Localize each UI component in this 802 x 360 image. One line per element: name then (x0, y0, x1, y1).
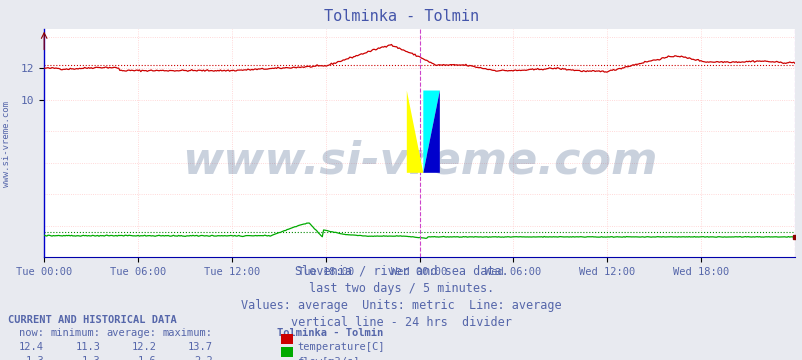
Text: 12.2: 12.2 (132, 342, 156, 352)
Text: vertical line - 24 hrs  divider: vertical line - 24 hrs divider (290, 316, 512, 329)
Text: CURRENT AND HISTORICAL DATA: CURRENT AND HISTORICAL DATA (8, 315, 176, 325)
Polygon shape (423, 90, 439, 173)
Text: 1.3: 1.3 (82, 356, 100, 360)
Text: 2.2: 2.2 (194, 356, 213, 360)
Text: 12.4: 12.4 (19, 342, 44, 352)
Text: maximum:: maximum: (163, 328, 213, 338)
Text: 1.3: 1.3 (26, 356, 44, 360)
Text: temperature[C]: temperature[C] (297, 342, 384, 352)
Text: last two days / 5 minutes.: last two days / 5 minutes. (309, 282, 493, 295)
Text: Slovenia / river and sea data.: Slovenia / river and sea data. (294, 265, 508, 278)
Text: 13.7: 13.7 (188, 342, 213, 352)
Text: average:: average: (107, 328, 156, 338)
Text: 11.3: 11.3 (75, 342, 100, 352)
Text: 1.6: 1.6 (138, 356, 156, 360)
Text: www.si-vreme.com: www.si-vreme.com (2, 101, 11, 187)
Text: now:: now: (19, 328, 44, 338)
Text: minimum:: minimum: (51, 328, 100, 338)
Text: Tolminka - Tolmin: Tolminka - Tolmin (323, 9, 479, 24)
Polygon shape (407, 90, 423, 173)
Text: Tolminka - Tolmin: Tolminka - Tolmin (277, 328, 383, 338)
Text: www.si-vreme.com: www.si-vreme.com (181, 140, 657, 183)
Polygon shape (423, 90, 439, 173)
Text: flow[m3/s]: flow[m3/s] (297, 356, 359, 360)
Text: Values: average  Units: metric  Line: average: Values: average Units: metric Line: aver… (241, 299, 561, 312)
